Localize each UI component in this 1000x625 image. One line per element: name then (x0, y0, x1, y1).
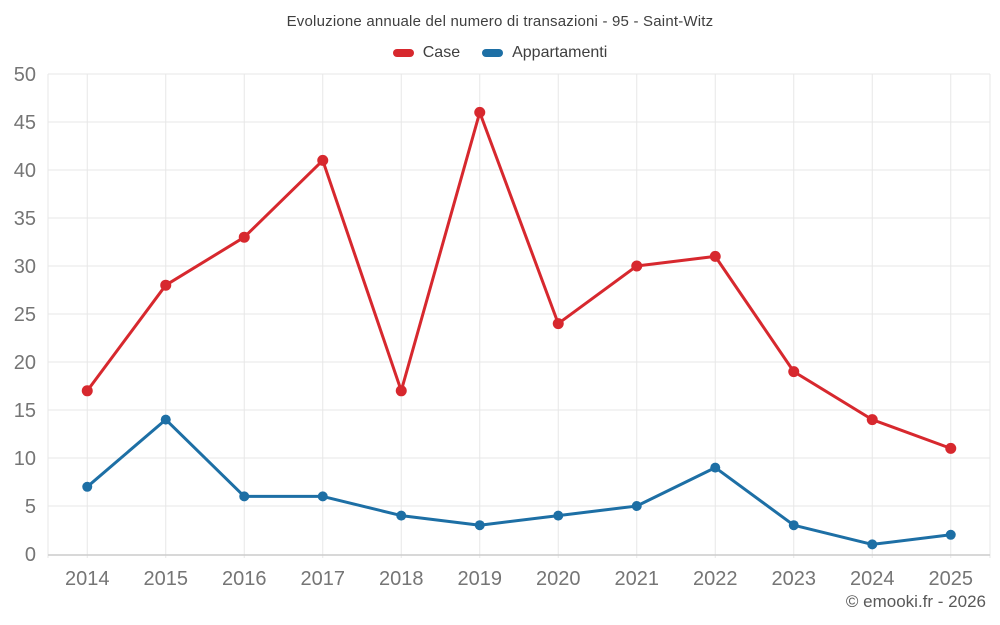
data-point-case-2021[interactable] (631, 260, 643, 272)
data-point-appartamenti-2018[interactable] (396, 510, 407, 521)
chart-legend: Case Appartamenti (0, 44, 1000, 62)
data-point-appartamenti-2023[interactable] (788, 520, 799, 531)
data-point-case-2016[interactable] (238, 231, 250, 243)
x-tick-label: 2016 (222, 568, 267, 590)
x-tick-label: 2014 (65, 568, 110, 590)
data-point-case-2024[interactable] (866, 414, 878, 426)
x-tick-label: 2021 (615, 568, 660, 590)
data-point-case-2022[interactable] (709, 250, 721, 262)
series-line-case (85, 110, 953, 450)
data-point-appartamenti-2020[interactable] (553, 510, 564, 521)
y-tick-label: 0 (25, 544, 36, 566)
data-point-appartamenti-2014[interactable] (82, 481, 93, 492)
y-tick-label: 35 (14, 208, 36, 230)
data-point-case-2019[interactable] (474, 106, 486, 118)
y-tick-label: 30 (14, 256, 36, 278)
x-tick-label: 2023 (772, 568, 817, 590)
legend-swatch-appartamenti (482, 49, 504, 57)
legend-item-case[interactable]: Case (392, 44, 461, 62)
y-tick-label: 10 (14, 448, 36, 470)
copyright-credit: © emooki.fr - 2026 (845, 592, 986, 611)
x-tick-label: 2025 (929, 568, 974, 590)
data-point-case-2014[interactable] (81, 385, 93, 397)
y-tick-label: 45 (14, 112, 36, 134)
legend-item-appartamenti[interactable]: Appartamenti (482, 44, 607, 62)
legend-label-case: Case (422, 44, 461, 61)
y-tick-label: 5 (25, 496, 36, 518)
x-tick-label: 2017 (301, 568, 346, 590)
legend-swatch-case (392, 49, 414, 57)
data-point-appartamenti-2022[interactable] (710, 462, 721, 473)
data-point-appartamenti-2015[interactable] (160, 414, 171, 425)
x-tick-label: 2022 (693, 568, 738, 590)
data-point-case-2017[interactable] (317, 154, 329, 166)
data-point-case-2023[interactable] (788, 366, 800, 378)
x-tick-label: 2015 (144, 568, 189, 590)
data-point-case-2025[interactable] (945, 442, 957, 454)
y-tick-label: 50 (14, 64, 36, 86)
y-tick-label: 20 (14, 352, 36, 374)
series-line-appartamenti (85, 418, 953, 546)
x-tick-label: 2024 (850, 568, 895, 590)
x-tick-label: 2019 (458, 568, 503, 590)
legend-label-appartamenti: Appartamenti (512, 44, 608, 61)
data-point-case-2015[interactable] (160, 279, 172, 291)
y-tick-label: 25 (14, 304, 36, 326)
chart-title: Evoluzione annuale del numero di transaz… (286, 13, 714, 30)
y-tick-label: 15 (14, 400, 36, 422)
data-point-appartamenti-2024[interactable] (867, 539, 878, 550)
data-point-case-2020[interactable] (552, 318, 564, 330)
x-tick-label: 2018 (379, 568, 424, 590)
x-tick-label: 2020 (536, 568, 581, 590)
y-tick-label: 40 (14, 160, 36, 182)
data-point-appartamenti-2019[interactable] (474, 520, 485, 531)
data-point-appartamenti-2016[interactable] (239, 491, 250, 502)
data-point-case-2018[interactable] (395, 385, 407, 397)
data-point-appartamenti-2025[interactable] (945, 529, 956, 540)
data-point-appartamenti-2017[interactable] (317, 491, 328, 502)
data-point-appartamenti-2021[interactable] (631, 501, 642, 511)
